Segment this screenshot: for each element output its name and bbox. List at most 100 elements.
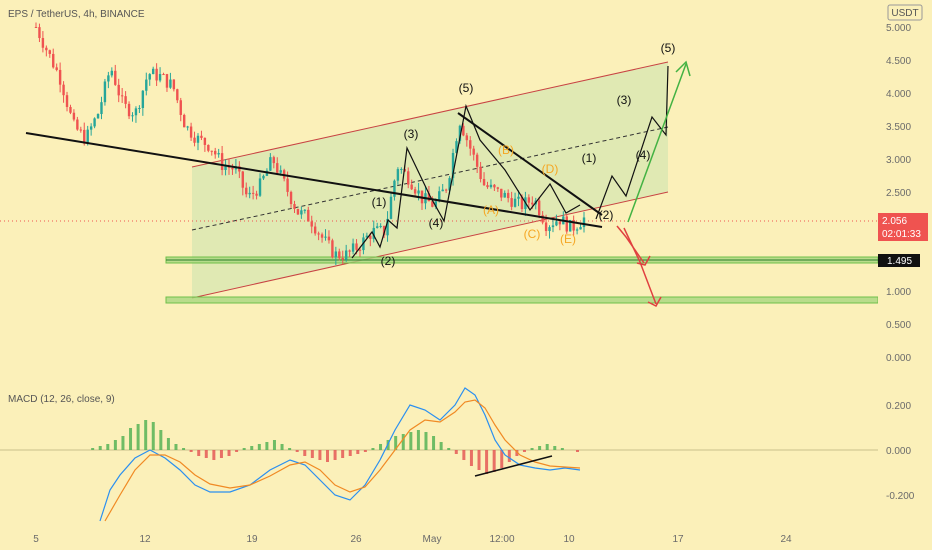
price-tick-label: 4.000: [886, 89, 911, 100]
candle-body: [472, 148, 475, 155]
candle-body: [341, 257, 344, 260]
candle-body: [96, 114, 100, 119]
wave-path-past: [351, 103, 581, 259]
macd-tick-label: 0.200: [886, 401, 911, 412]
macd-bar: [189, 450, 193, 452]
candle-body: [431, 201, 434, 207]
candle-body: [165, 74, 169, 88]
candle-body: [69, 106, 72, 113]
candle-body: [334, 251, 338, 258]
macd-bar: [530, 448, 534, 450]
macd-bar: [136, 424, 140, 450]
macd-tick-label: 0.000: [886, 446, 911, 457]
candle-body: [279, 170, 282, 173]
candle-body: [444, 189, 448, 191]
currency-badge[interactable]: [887, 4, 923, 21]
bearish-arrow-1: [616, 225, 651, 266]
candle-body: [300, 210, 303, 215]
time-tick-label: May: [423, 534, 442, 545]
wave-projection-path: [595, 65, 669, 220]
macd-bar: [462, 450, 466, 460]
candle-body: [272, 157, 276, 164]
macd-bar: [91, 448, 95, 450]
macd-bar: [227, 450, 231, 456]
macd-bar: [522, 450, 526, 452]
candle-body: [93, 118, 96, 127]
candle-body: [45, 47, 48, 51]
candle-body: [575, 229, 579, 231]
candle-body: [183, 114, 186, 128]
macd-bar: [288, 448, 292, 450]
candles: [34, 22, 586, 266]
macd-bar: [197, 450, 201, 456]
candle-body: [103, 81, 107, 103]
macd-bar: [507, 450, 511, 462]
candle-body: [513, 198, 517, 207]
candle-body: [176, 89, 179, 101]
candle-body: [331, 240, 334, 258]
wave-label: (2): [599, 208, 614, 222]
candle-body: [303, 209, 307, 211]
macd-bar: [424, 432, 428, 450]
candle-body: [376, 226, 379, 228]
macd-title: MACD (12, 26, close, 9): [8, 394, 115, 405]
macd-bar: [576, 450, 579, 452]
candle-body: [389, 196, 393, 219]
candle-body: [527, 197, 531, 203]
macd-bar: [212, 450, 216, 460]
candle-body: [486, 185, 489, 188]
macd-bar: [538, 446, 542, 450]
macd-bar: [469, 450, 473, 466]
candle-body: [544, 222, 548, 232]
candle-body: [569, 220, 572, 232]
candle-body: [110, 70, 114, 76]
macd-bar: [303, 450, 307, 456]
candle-body: [217, 153, 220, 155]
candle-body: [255, 193, 258, 196]
candle-body: [413, 189, 417, 194]
candle-body: [558, 221, 562, 225]
level-tag-box: [878, 254, 920, 267]
candle-body: [344, 250, 348, 260]
wave-label: (2): [381, 254, 396, 268]
candle-body: [189, 126, 193, 138]
wave-label: (D): [542, 162, 559, 176]
time-tick-label: 24: [780, 534, 792, 545]
macd-bar: [174, 444, 178, 450]
candle-body: [324, 236, 327, 238]
macd-bar: [219, 450, 223, 458]
wave-label: (B): [498, 143, 514, 157]
candle-body: [134, 108, 138, 116]
wave-labels: (1) (2) (3) (4) (5) (A) (B) (C) (D) (E) (1) (2) (3) (…: [372, 41, 676, 268]
candle-body: [83, 129, 86, 144]
candle-body: [555, 221, 558, 226]
candle-body: [531, 202, 534, 205]
candle-body: [238, 166, 241, 172]
price-tick-label: 1.000: [886, 287, 911, 298]
time-tick-label: 17: [672, 534, 684, 545]
candle-body: [148, 74, 151, 80]
candle-body: [548, 227, 551, 232]
macd-bar: [98, 446, 102, 450]
candle-body: [117, 84, 120, 96]
macd-bar: [129, 428, 133, 450]
candle-body: [34, 27, 38, 28]
price-tag-value: 2.056: [882, 216, 907, 227]
candle-body: [289, 191, 293, 205]
candle-body: [151, 68, 155, 75]
candle-body: [462, 125, 465, 136]
wave-label: (3): [617, 93, 632, 107]
macd-bar: [144, 420, 148, 450]
candle-body: [455, 141, 458, 153]
symbol-title[interactable]: EPS / TetherUS, 4h, BINANCE: [8, 9, 145, 20]
candle-body: [245, 187, 248, 195]
macd-bar: [272, 440, 276, 450]
wave-label: (4): [636, 148, 651, 162]
candle-body: [469, 140, 472, 149]
macd-bar: [348, 450, 352, 456]
macd-line: [99, 387, 581, 522]
macd-bar: [333, 450, 337, 460]
candle-body: [441, 189, 444, 192]
channel-upper-line: [191, 61, 669, 168]
